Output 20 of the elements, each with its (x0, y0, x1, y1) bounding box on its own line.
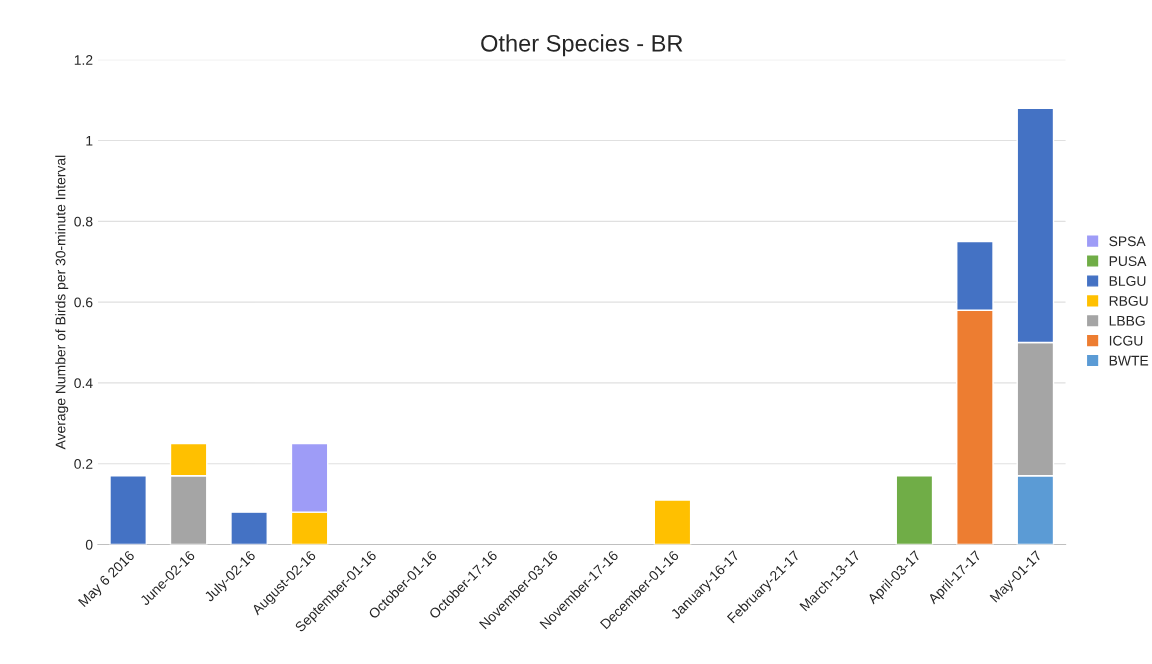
y-tick-label: 1 (86, 136, 93, 146)
bar (895, 475, 934, 545)
legend-label: RBGU (1109, 296, 1148, 306)
legend-label: PUSA (1109, 256, 1147, 267)
y-axis-title: Average Number of Birds per 30-minute Interval (55, 155, 69, 450)
legend-label: BWTE (1109, 355, 1149, 366)
y-tick-label: 1.2 (74, 55, 93, 65)
y-tick-label: 0.4 (74, 378, 93, 389)
bar (230, 511, 268, 545)
bar (109, 475, 147, 545)
y-tick-label: 0.6 (74, 297, 93, 308)
y-tick-label: 0 (85, 539, 93, 550)
chart-title: Other Species - BR (481, 34, 683, 57)
y-tick-label: 0.2 (74, 459, 93, 469)
legend-label: BLGU (1109, 276, 1146, 286)
legend-label: LBBG (1109, 315, 1145, 326)
legend-label: ICGU (1109, 335, 1143, 346)
bar (653, 499, 692, 545)
legend-label: SPSA (1109, 236, 1146, 247)
y-tick-label: 0.8 (74, 216, 93, 227)
